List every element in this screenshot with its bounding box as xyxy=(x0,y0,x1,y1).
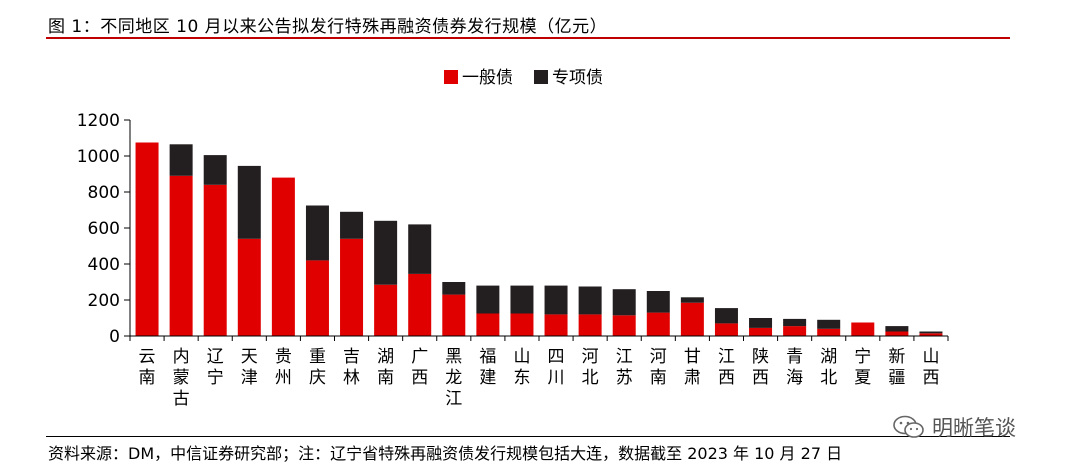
bar-general xyxy=(271,177,295,336)
bar-general xyxy=(544,314,568,336)
bar-special xyxy=(783,318,807,327)
bar-special xyxy=(612,289,636,316)
bar-general xyxy=(340,238,364,336)
bar-general xyxy=(135,142,159,336)
x-category-label: 湖南 xyxy=(377,347,394,388)
x-category-label: 山东 xyxy=(513,347,530,388)
x-category-label: 福建 xyxy=(479,347,496,388)
watermark: 明晰笔谈 xyxy=(892,412,1016,442)
legend-label: 一般债 xyxy=(462,68,513,88)
y-tick-label: 1000 xyxy=(77,147,120,167)
bar-special xyxy=(476,285,500,314)
bar-special xyxy=(544,285,568,315)
x-category-label: 河北 xyxy=(582,347,599,388)
x-category-label: 贵州 xyxy=(275,347,292,388)
x-category-label: 青海 xyxy=(786,347,803,388)
bar-special xyxy=(305,205,329,261)
y-tick-label: 400 xyxy=(88,255,120,275)
title-divider xyxy=(46,37,1010,39)
bar-special xyxy=(510,285,534,314)
bar-general xyxy=(783,326,807,336)
bar-special xyxy=(680,297,704,303)
bar-special xyxy=(714,308,738,324)
x-category-label: 湖北 xyxy=(820,347,837,388)
y-tick-label: 1200 xyxy=(77,111,120,131)
bar-general xyxy=(237,238,261,336)
bar-special xyxy=(885,326,909,332)
x-category-label: 宁夏 xyxy=(854,347,871,388)
x-category-label: 江苏 xyxy=(616,347,633,388)
bar-general xyxy=(510,313,534,336)
bar-general xyxy=(476,313,500,336)
bar-general xyxy=(749,327,773,336)
bar-general xyxy=(578,314,602,336)
bar-general xyxy=(646,312,670,336)
bar-general xyxy=(885,331,909,336)
bar-general xyxy=(374,284,398,336)
bar-general xyxy=(305,260,329,336)
x-category-label: 山西 xyxy=(922,347,939,388)
legend-swatch xyxy=(444,70,458,84)
stacked-bar-chart: 一般债 专项债 0 200 400 600 800 1000 1200 云南内蒙古辽宁天津贵州重庆… xyxy=(77,68,949,409)
bar-special xyxy=(817,319,841,329)
x-category-label: 河南 xyxy=(650,347,667,388)
x-category-label: 天津 xyxy=(241,347,258,388)
bar-general xyxy=(817,328,841,336)
bar-general xyxy=(408,273,432,336)
source-note: 资料来源：DM，中信证券研究部；注：辽宁省特殊再融资债发行规模包括大连，数据截至… xyxy=(48,444,843,463)
wechat-icon xyxy=(893,415,924,438)
legend-swatch xyxy=(534,70,548,84)
x-category-label: 吉林 xyxy=(343,347,360,388)
chart-title: 图 1：不同地区 10 月以来公告拟发行特殊再融资债券发行规模（亿元） xyxy=(48,17,608,37)
x-category-label: 内蒙古 xyxy=(173,347,190,409)
x-category-label: 广西 xyxy=(411,347,428,388)
bar-general xyxy=(169,175,193,336)
source-divider xyxy=(46,436,1010,437)
bar-general xyxy=(919,333,943,336)
legend-label: 专项债 xyxy=(552,68,603,88)
x-category-label: 重庆 xyxy=(309,347,326,388)
bar-special xyxy=(749,318,773,328)
bar-general xyxy=(442,294,466,336)
bar-special xyxy=(340,211,364,239)
x-category-label: 江西 xyxy=(718,347,735,388)
bar-special xyxy=(646,291,670,313)
y-tick-label: 600 xyxy=(88,219,120,239)
bar-special xyxy=(408,224,432,274)
bar-special xyxy=(169,144,193,176)
x-category-label: 辽宁 xyxy=(207,347,224,388)
watermark-text: 明晰笔谈 xyxy=(932,416,1016,440)
x-category-label: 陕西 xyxy=(752,347,769,388)
x-category-label: 黑龙江 xyxy=(445,347,462,409)
y-tick-label: 800 xyxy=(88,183,120,203)
bar-special xyxy=(442,282,466,295)
bar-general xyxy=(851,322,875,336)
x-category-label: 云南 xyxy=(139,347,156,388)
bar-general xyxy=(714,323,738,336)
y-tick-label: 200 xyxy=(88,291,120,311)
x-category-label: 甘肃 xyxy=(684,347,701,388)
y-tick-label: 0 xyxy=(109,327,120,347)
bar-general xyxy=(203,184,227,336)
bar-special xyxy=(237,165,261,239)
bar-general xyxy=(680,302,704,336)
x-category-label: 四川 xyxy=(548,347,565,388)
bar-special xyxy=(578,286,602,315)
bar-special xyxy=(374,220,398,285)
bar-special xyxy=(919,331,943,334)
bar-general xyxy=(612,315,636,336)
x-category-label: 新疆 xyxy=(888,347,905,388)
bar-special xyxy=(203,155,227,185)
